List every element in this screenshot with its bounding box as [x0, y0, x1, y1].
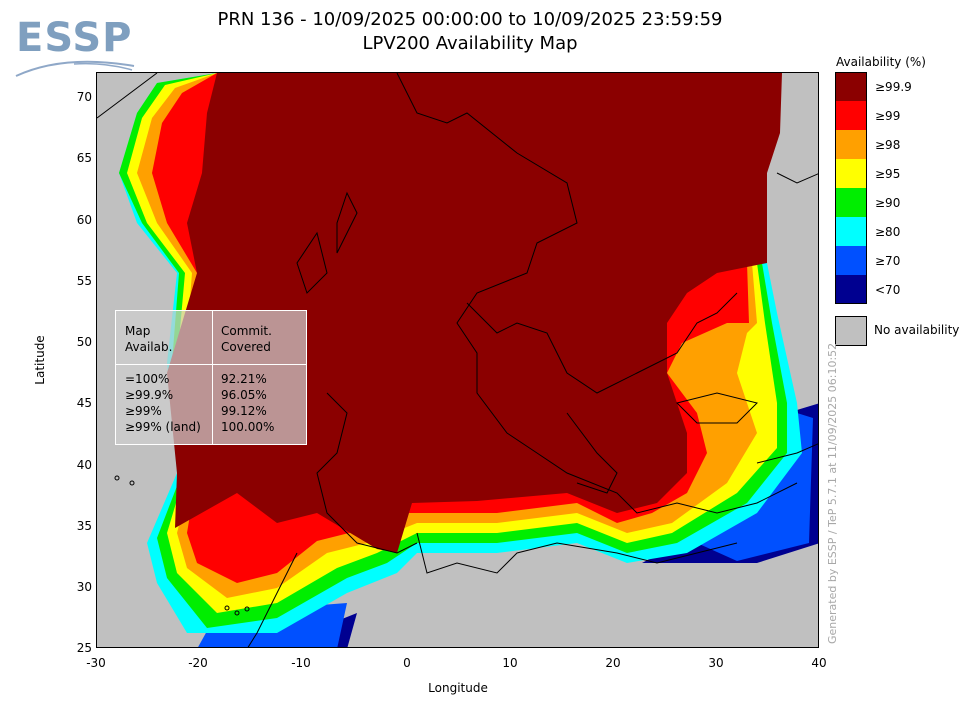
x-tick: -20: [188, 656, 208, 670]
legend-label: <70: [875, 283, 901, 297]
y-tick: 70: [76, 90, 92, 104]
legend-swatch-80: [835, 217, 867, 246]
coastlines: [97, 73, 818, 647]
y-tick: 35: [76, 519, 92, 533]
x-tick: 10: [502, 656, 518, 670]
coverage-stats-box: Map Availab. Commit. Covered =100% ≥99.9…: [115, 310, 307, 445]
legend-swatch-70: [835, 246, 867, 275]
y-tick: 25: [76, 641, 92, 655]
legend-label: ≥99.9: [875, 80, 912, 94]
legend-swatch-90: [835, 188, 867, 217]
legend-label: ≥90: [875, 196, 901, 210]
x-tick: 40: [811, 656, 827, 670]
x-tick: 20: [605, 656, 621, 670]
x-tick: -30: [86, 656, 106, 670]
x-tick: 30: [708, 656, 724, 670]
legend-swatch-no-availability: [835, 316, 867, 346]
chart-title: PRN 136 - 10/09/2025 00:00:00 to 10/09/2…: [217, 9, 723, 30]
x-tick: -10: [291, 656, 311, 670]
y-axis-label: Latitude: [33, 335, 47, 385]
y-tick: 40: [76, 458, 92, 472]
legend-title: Availability (%): [836, 55, 926, 69]
legend-label: ≥99: [875, 109, 901, 123]
legend-label: ≥80: [875, 225, 901, 239]
essp-logo: [14, 14, 135, 84]
zone-999: [167, 73, 782, 553]
legend-swatch-999: [835, 72, 867, 101]
stats-availability-levels: =100% ≥99.9% ≥99% ≥99% (land): [125, 372, 201, 434]
legend-label-no-availability: No availability: [874, 323, 960, 337]
coverage-zones: [119, 73, 818, 647]
islands: [114, 475, 250, 616]
legend-swatch-98: [835, 130, 867, 159]
x-tick: 0: [403, 656, 411, 670]
x-axis-label: Longitude: [428, 681, 488, 695]
stats-divider: [116, 364, 306, 365]
chart-subtitle: LPV200 Availability Map: [362, 33, 578, 54]
legend-label: ≥95: [875, 167, 901, 181]
y-tick: 30: [76, 580, 92, 594]
y-tick: 65: [76, 151, 92, 165]
stats-covered-values: 92.21% 96.05% 99.12% 100.00%: [221, 372, 275, 434]
legend-swatch-99: [835, 101, 867, 130]
legend-swatch-95: [835, 159, 867, 188]
legend-swatch-lt70: [835, 275, 867, 304]
availability-map: [96, 72, 819, 648]
stats-header-commit: Commit. Covered: [221, 324, 272, 354]
logo-text: ESSP: [16, 15, 133, 61]
stats-header-map: Map Availab.: [125, 324, 173, 354]
y-tick: 45: [76, 396, 92, 410]
y-tick: 60: [76, 213, 92, 227]
legend-label: ≥70: [875, 254, 901, 268]
y-tick: 50: [76, 335, 92, 349]
generator-watermark: Generated by ESSP / TeP 5.7.1 at 11/09/2…: [826, 342, 839, 644]
legend-label: ≥98: [875, 138, 901, 152]
y-tick: 55: [76, 274, 92, 288]
stats-divider: [212, 311, 213, 444]
